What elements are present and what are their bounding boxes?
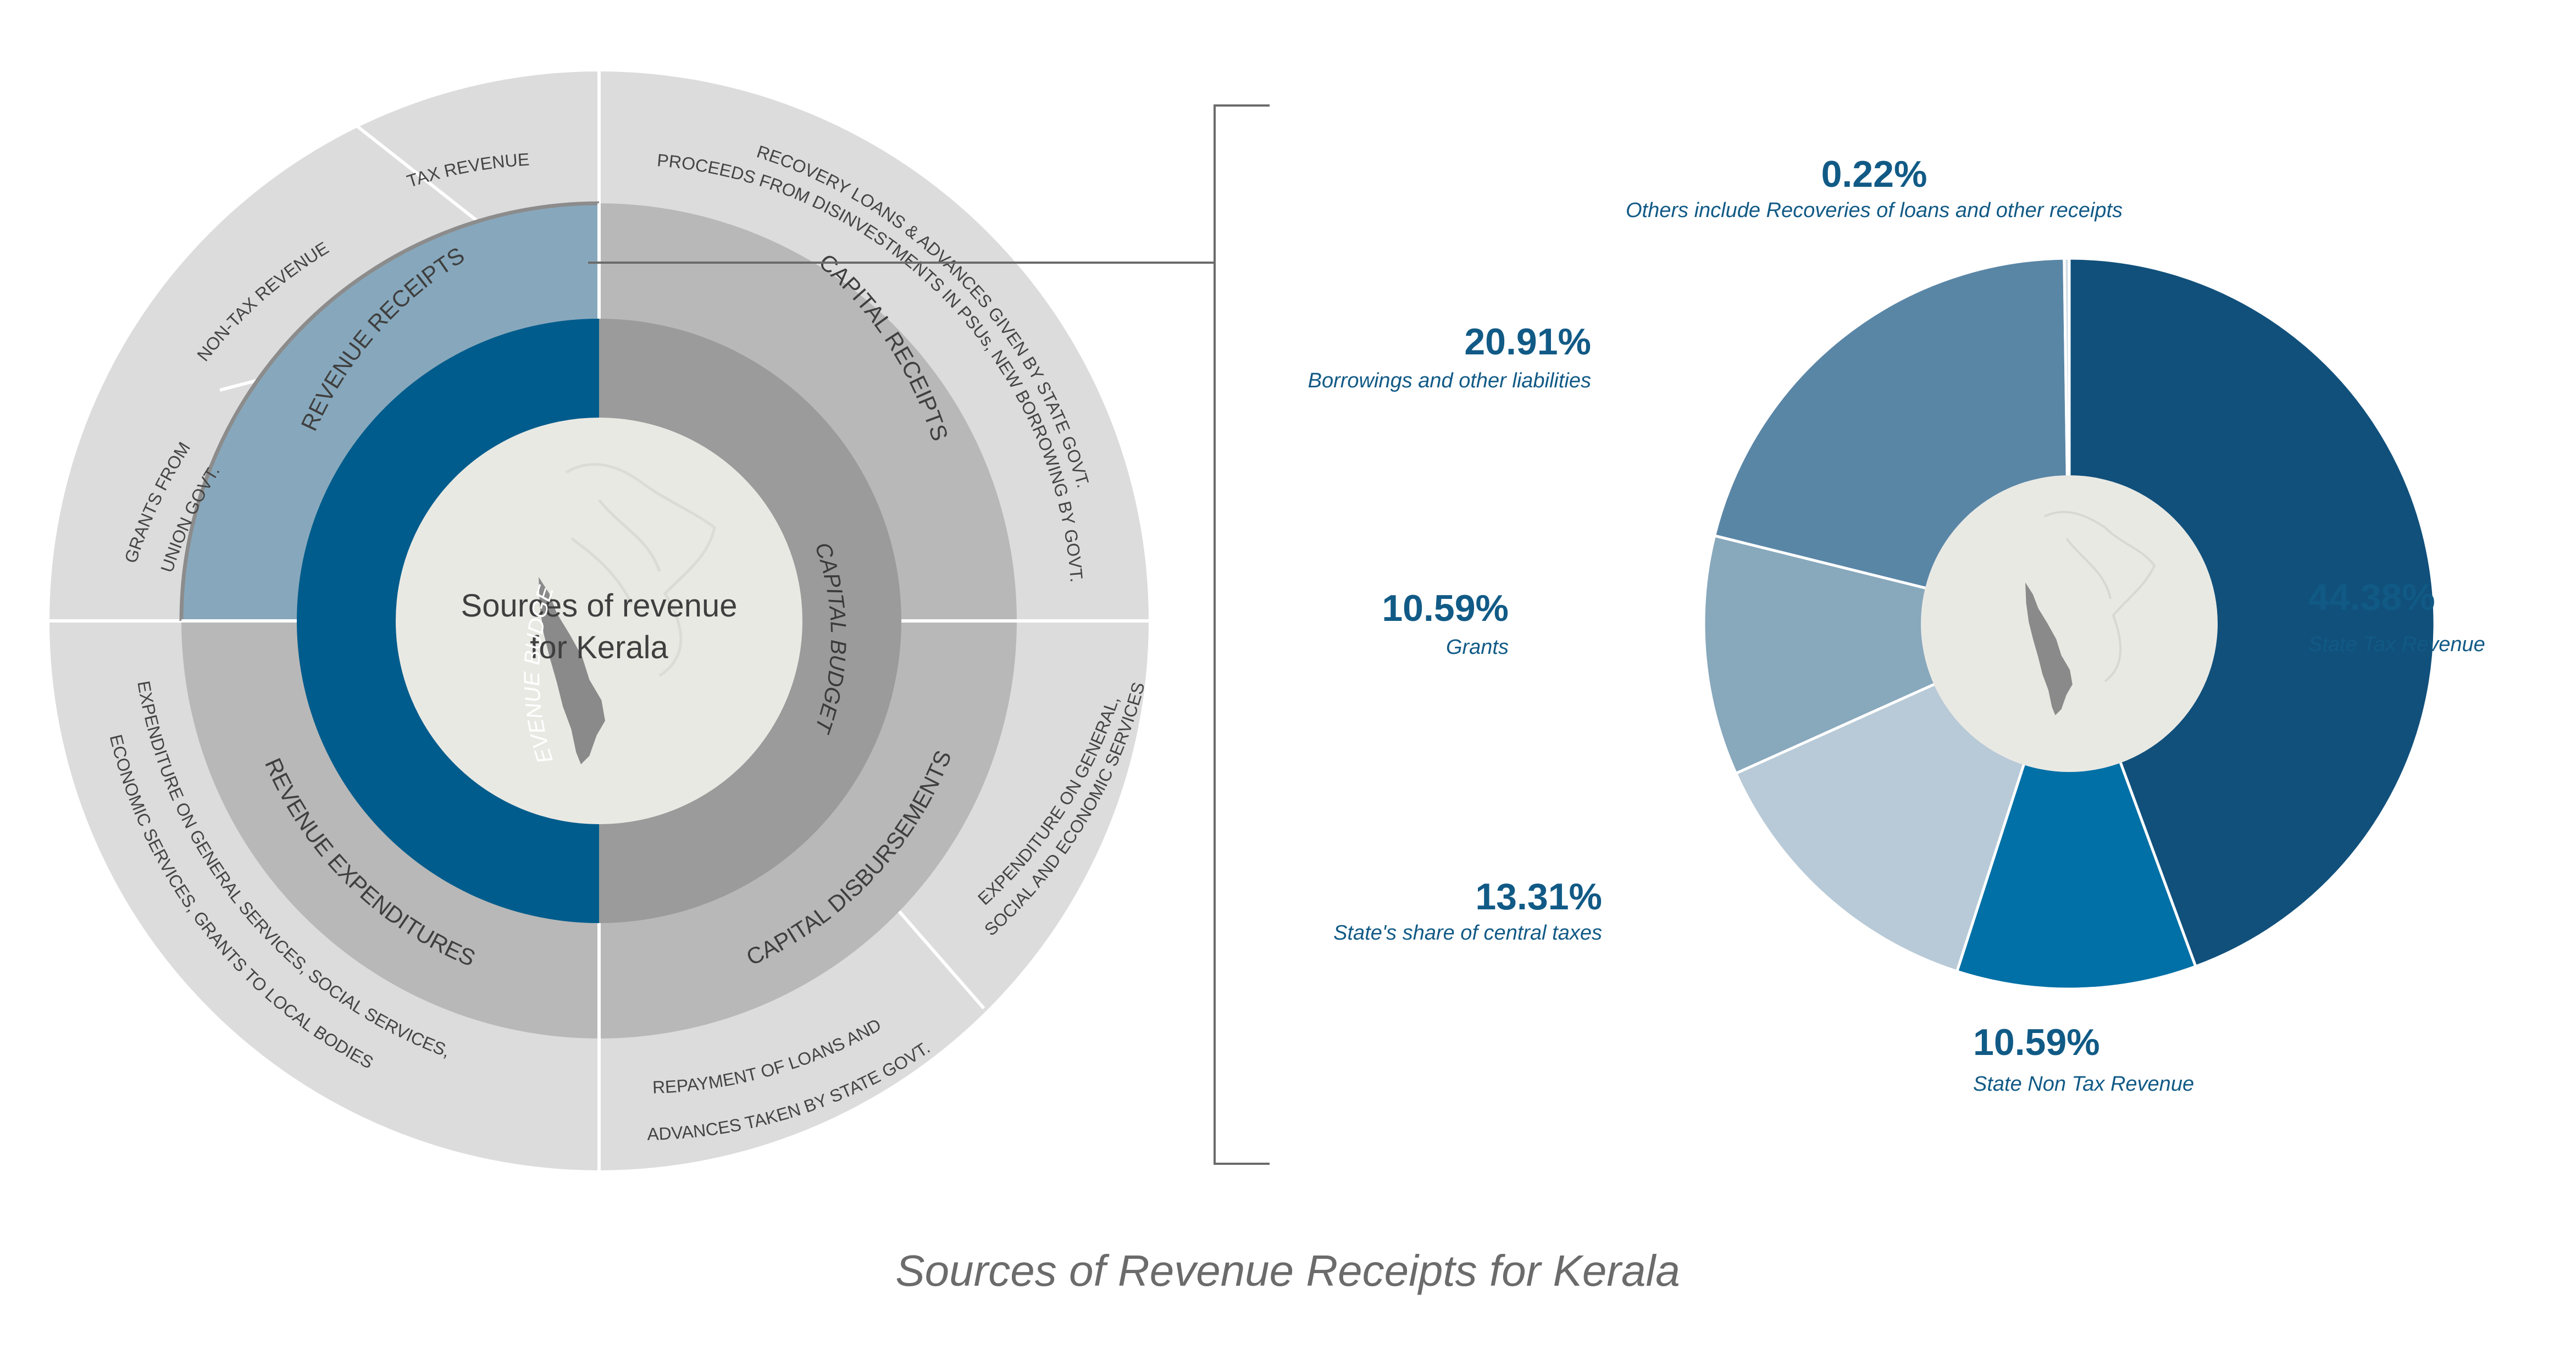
donut-slice-1	[1955, 619, 2198, 991]
donut-slice-3	[1702, 534, 2074, 775]
donut-center-circle	[1921, 475, 2218, 772]
slice-value-label-3: 10.59%	[1382, 587, 1509, 629]
center-map-outline	[565, 463, 716, 677]
slice-value-label-0: 44.38%	[2308, 576, 2435, 618]
donut-labels: 44.38% State Tax Revenue 10.59% State Non T…	[1308, 153, 2485, 1096]
center-label-line-1: Sources of revenue	[461, 588, 738, 624]
slice-value-label-4: 20.91%	[1464, 321, 1591, 363]
chart-title: Sources of Revenue Receipts for Kerala	[895, 1246, 1680, 1295]
slice-name-label-4: Borrowings and other liabilities	[1308, 369, 1591, 392]
slice-value-label-5: 0.22%	[1821, 153, 1927, 195]
slice-value-label-1: 10.59%	[1973, 1021, 2100, 1063]
donut-slice-0	[2068, 257, 2436, 969]
slice-value-label-2: 13.31%	[1475, 876, 1602, 918]
slice-name-label-3: Grants	[1446, 636, 1509, 659]
center-label-line-2: for Kerala	[530, 630, 668, 665]
concentric-budget-diagram: Sources of revenue for Kerala REVENUE BU…	[0, 0, 1149, 1170]
slice-name-label-5: Others include Recoveries of loans and o…	[1626, 199, 2123, 222]
connector-bracket	[588, 104, 1270, 1165]
donut-center	[1921, 475, 2218, 772]
revenue-receipts-edge	[179, 201, 600, 621]
slice-name-label-0: State Tax Revenue	[2308, 633, 2485, 656]
slice-name-label-1: State Non Tax Revenue	[1973, 1073, 2194, 1096]
donut-center-map-outline	[2044, 510, 2156, 682]
slice-name-label-2: State's share of central taxes	[1333, 921, 1602, 945]
